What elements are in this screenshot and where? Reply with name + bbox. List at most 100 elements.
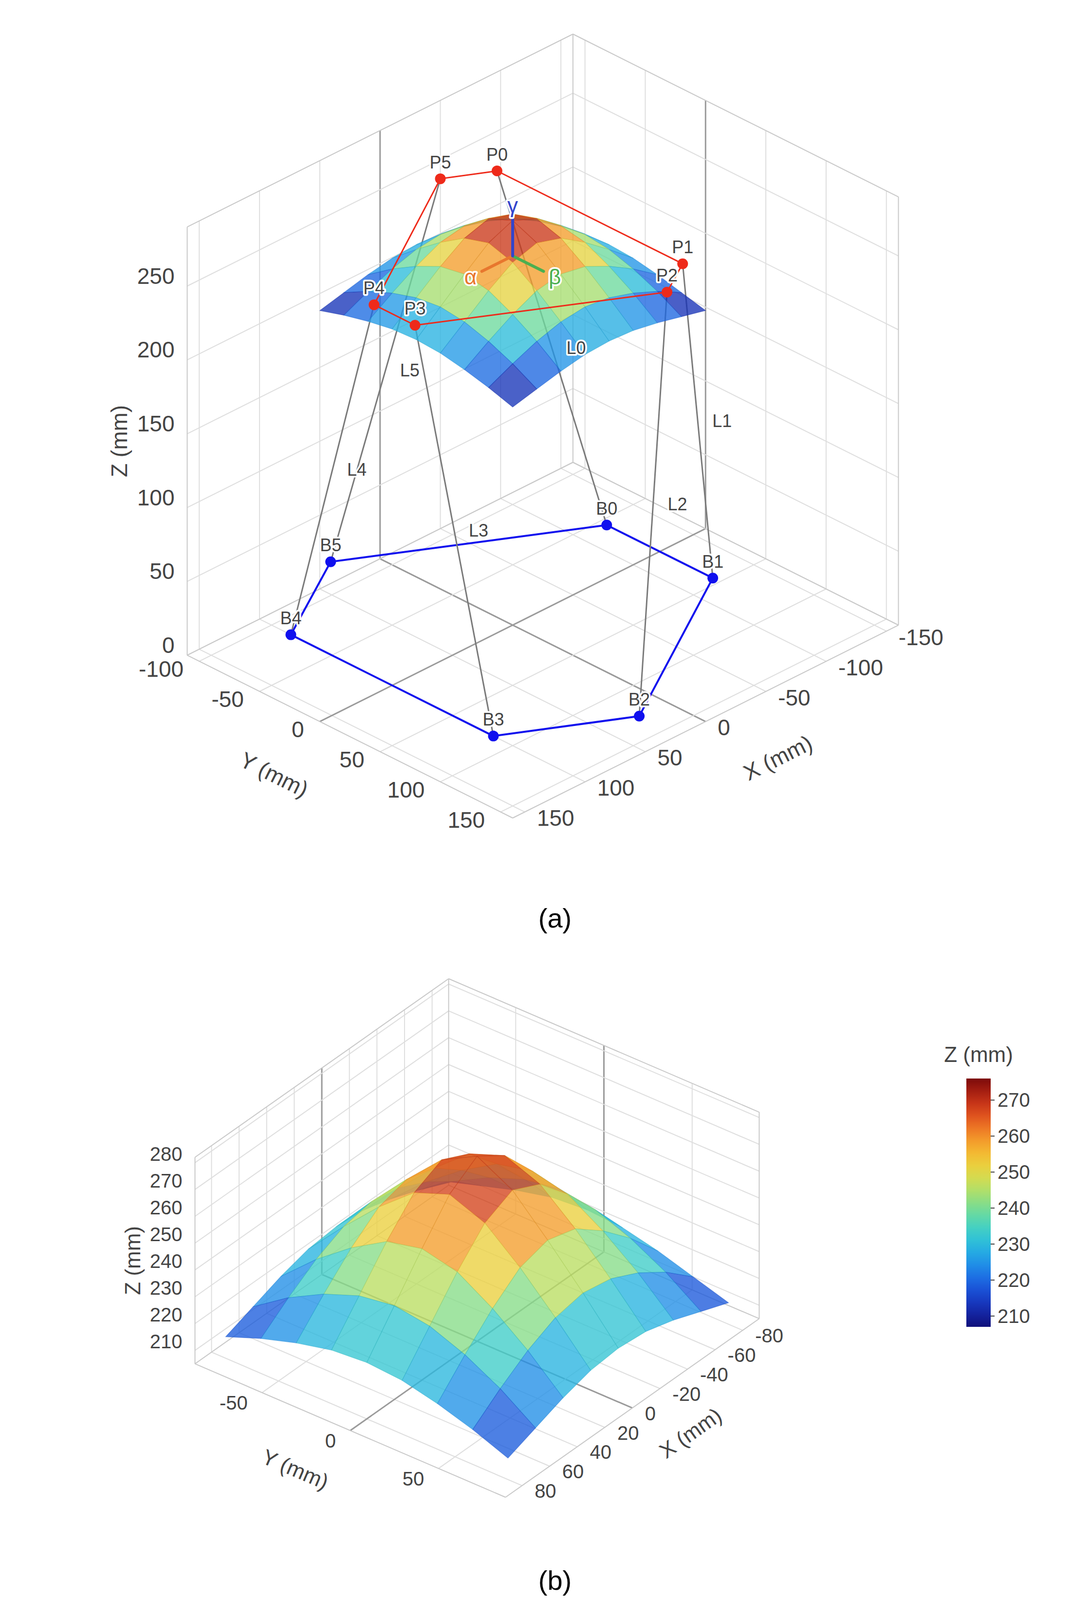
z-tick-label: 240 <box>149 1250 183 1272</box>
frame-axis <box>512 256 544 272</box>
z-tick-label: 200 <box>137 336 175 363</box>
z-axis-line <box>194 1157 196 1364</box>
colorbar: 210220230240250260270Z (mm) <box>943 1042 1031 1328</box>
point-label: P0 <box>486 144 508 165</box>
z-tick-label: 100 <box>137 484 175 511</box>
x-tick-label: 50 <box>657 744 683 771</box>
x-tick-label: -50 <box>777 684 811 711</box>
grid-line <box>825 160 827 590</box>
leg-label: L1 <box>712 410 732 431</box>
colorbar-tick-label: 220 <box>997 1269 1031 1291</box>
base-point <box>633 710 645 722</box>
frame-axis-label: α <box>464 264 477 289</box>
colorbar-title: Z (mm) <box>943 1042 1014 1067</box>
panel-caption: (a) <box>538 902 572 934</box>
grid <box>195 983 760 1486</box>
grid-line <box>187 240 573 434</box>
grid-line <box>258 190 260 620</box>
x-axis-title: X (mm) <box>739 729 817 786</box>
frame-axis-label: β <box>548 264 561 289</box>
colorbar-tick <box>990 1099 995 1101</box>
leg-label: L0 <box>566 337 587 358</box>
grid-line <box>500 618 887 812</box>
colorbar-tick <box>990 1171 995 1173</box>
grid-line <box>572 314 899 478</box>
point-label: B1 <box>702 551 724 572</box>
x-tick-label: 0 <box>645 1402 656 1424</box>
x-tick-label: -20 <box>672 1383 701 1405</box>
y-axis-title: Y (mm) <box>258 1443 333 1494</box>
grid-line <box>187 388 573 582</box>
x-tick-label: -150 <box>898 624 944 650</box>
x-tick-label: -100 <box>838 654 884 681</box>
z-tick-label: 230 <box>149 1276 183 1299</box>
leg-label: L3 <box>468 520 489 541</box>
leg <box>415 325 494 737</box>
frame-axis-label: γ <box>507 193 518 218</box>
x-axis-title: X (mm) <box>654 1402 726 1463</box>
y-tick-label: 150 <box>447 807 485 833</box>
surface-cell <box>472 1388 536 1459</box>
z-tick-label: 270 <box>149 1169 183 1192</box>
grid-line <box>195 1010 449 1190</box>
y-axis-title: Y (mm) <box>235 746 313 803</box>
z-tick-label: 210 <box>149 1330 183 1352</box>
z-axis-title: Z (mm) <box>106 405 132 478</box>
grid-line <box>448 1010 760 1145</box>
colorbar-tick-label: 230 <box>997 1233 1031 1255</box>
panel-caption: (b) <box>538 1564 572 1596</box>
base-point <box>707 572 719 584</box>
grid-line <box>187 92 573 286</box>
base-point <box>601 519 612 531</box>
y-tick-label: -50 <box>211 686 244 712</box>
grid-line <box>560 468 887 631</box>
y-tick-label: 50 <box>402 1467 425 1490</box>
grid-line <box>199 648 525 812</box>
x-axis-line <box>195 978 449 1158</box>
y-axis-line <box>448 978 760 1112</box>
base-point <box>325 556 336 568</box>
colorbar-tick <box>990 1243 995 1245</box>
surface <box>225 1153 729 1459</box>
tick-labels: -150-100-50050100150-100-500501001500501… <box>137 263 944 833</box>
z-axis-line <box>897 196 899 626</box>
y-tick-label: -50 <box>219 1391 248 1414</box>
leg <box>290 304 374 635</box>
colorbar-tick-label: 260 <box>997 1125 1031 1147</box>
grid-line <box>319 589 646 752</box>
grid-line <box>319 160 321 590</box>
point-label: B4 <box>279 608 302 629</box>
leg-label: L2 <box>667 494 688 515</box>
surface-cell <box>488 363 537 407</box>
x-tick-label: 0 <box>717 714 731 740</box>
y-tick-label: 50 <box>339 746 365 773</box>
z-tick-label: 280 <box>149 1143 183 1165</box>
x-tick-label: 40 <box>589 1441 612 1463</box>
grid-line <box>211 1145 213 1352</box>
x-tick-label: 60 <box>562 1460 585 1482</box>
leg <box>639 292 667 717</box>
colorbar-tick-label: 240 <box>997 1197 1031 1219</box>
y-axis-line <box>572 34 899 197</box>
grid-line <box>319 528 706 722</box>
figure: αβγB0B1B2B3B4B5P0P1P2P3P4P5L0L1L2L3L4L5-… <box>0 0 1090 1600</box>
grid-line <box>195 983 449 1163</box>
x-tick-label: 100 <box>597 775 635 801</box>
grid-line <box>572 92 899 256</box>
grid-line <box>440 528 767 692</box>
grid-line <box>199 468 585 662</box>
point-label: P3 <box>404 298 426 319</box>
y-axis-line <box>187 655 514 818</box>
z-tick-label: 0 <box>162 632 175 658</box>
platform-point <box>491 165 503 177</box>
platform-outline <box>373 170 683 326</box>
colorbar-tick-label: 210 <box>997 1305 1031 1327</box>
y-tick-label: 100 <box>387 776 425 803</box>
point-label: B3 <box>482 709 504 730</box>
grid-line <box>572 388 899 552</box>
y-tick-label: 0 <box>325 1429 336 1452</box>
x-axis-line <box>512 625 899 818</box>
x-axis-line <box>187 462 573 656</box>
x-tick-label: 80 <box>534 1479 557 1502</box>
y-axis-line <box>572 462 899 626</box>
